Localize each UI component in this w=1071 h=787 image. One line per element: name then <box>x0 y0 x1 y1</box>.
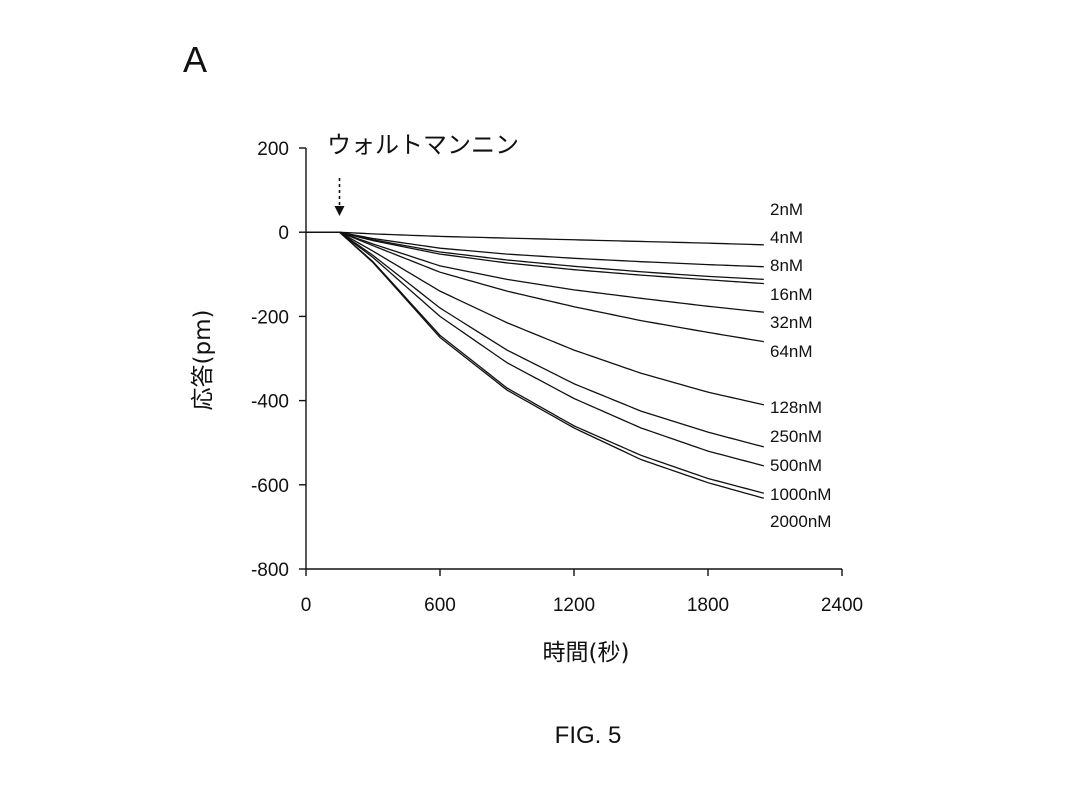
y-tick-label: -400 <box>251 392 289 413</box>
y-tick-label: -800 <box>251 560 289 581</box>
series-label: 2000nM <box>770 512 831 531</box>
y-tick-label: 200 <box>257 139 289 160</box>
series-line-32nm <box>306 231 764 313</box>
series-line-2000nm <box>306 231 765 499</box>
y-axis-title: 応答(pm) <box>190 310 216 411</box>
x-tick-label: 0 <box>301 595 312 616</box>
series-label: 128nM <box>770 398 822 417</box>
series-line-128nm <box>306 231 764 406</box>
annotation-dashed-arrow <box>334 178 345 216</box>
x-tick-label: 2400 <box>821 595 863 616</box>
series-line-64nm <box>306 231 764 343</box>
y-tick-label: -600 <box>251 476 289 497</box>
x-tick-label: 600 <box>424 595 456 616</box>
annotation-text: ウォルトマンニン <box>327 131 519 159</box>
series-line-16nm <box>306 231 764 285</box>
series-label: 32nM <box>770 313 813 332</box>
series-label: 1000nM <box>770 485 831 504</box>
y-axis-ticks: 200 0 -200 -400 -600 -800 <box>251 139 306 581</box>
series-line-1000nm <box>306 231 764 494</box>
series-line-500nm <box>306 231 764 467</box>
series-line-2nm <box>306 231 764 246</box>
figure-caption: FIG. 5 <box>555 722 622 749</box>
panel-label: A <box>183 39 207 80</box>
series-label: 16nM <box>770 285 813 304</box>
x-axis-ticks: 0 600 1200 1800 2400 <box>301 569 863 616</box>
series-label: 250nM <box>770 427 822 446</box>
y-tick-label: -200 <box>251 307 289 328</box>
series-label: 64nM <box>770 342 813 361</box>
series-labels: 2nM 4nM 8nM 16nM 32nM 64nM 128nM 250nM 500nM 1000… <box>770 200 831 531</box>
x-tick-label: 1200 <box>553 595 595 616</box>
series-label: 500nM <box>770 456 822 475</box>
series-label: 4nM <box>770 228 803 247</box>
series-line-4nm <box>306 231 764 268</box>
series-lines <box>306 231 765 499</box>
series-label: 2nM <box>770 200 803 219</box>
series-label: 8nM <box>770 256 803 275</box>
y-tick-label: 0 <box>278 223 289 244</box>
annotation-arrow-head <box>334 206 345 216</box>
x-tick-label: 1800 <box>687 595 729 616</box>
x-axis-title: 時間(秒) <box>543 640 630 666</box>
